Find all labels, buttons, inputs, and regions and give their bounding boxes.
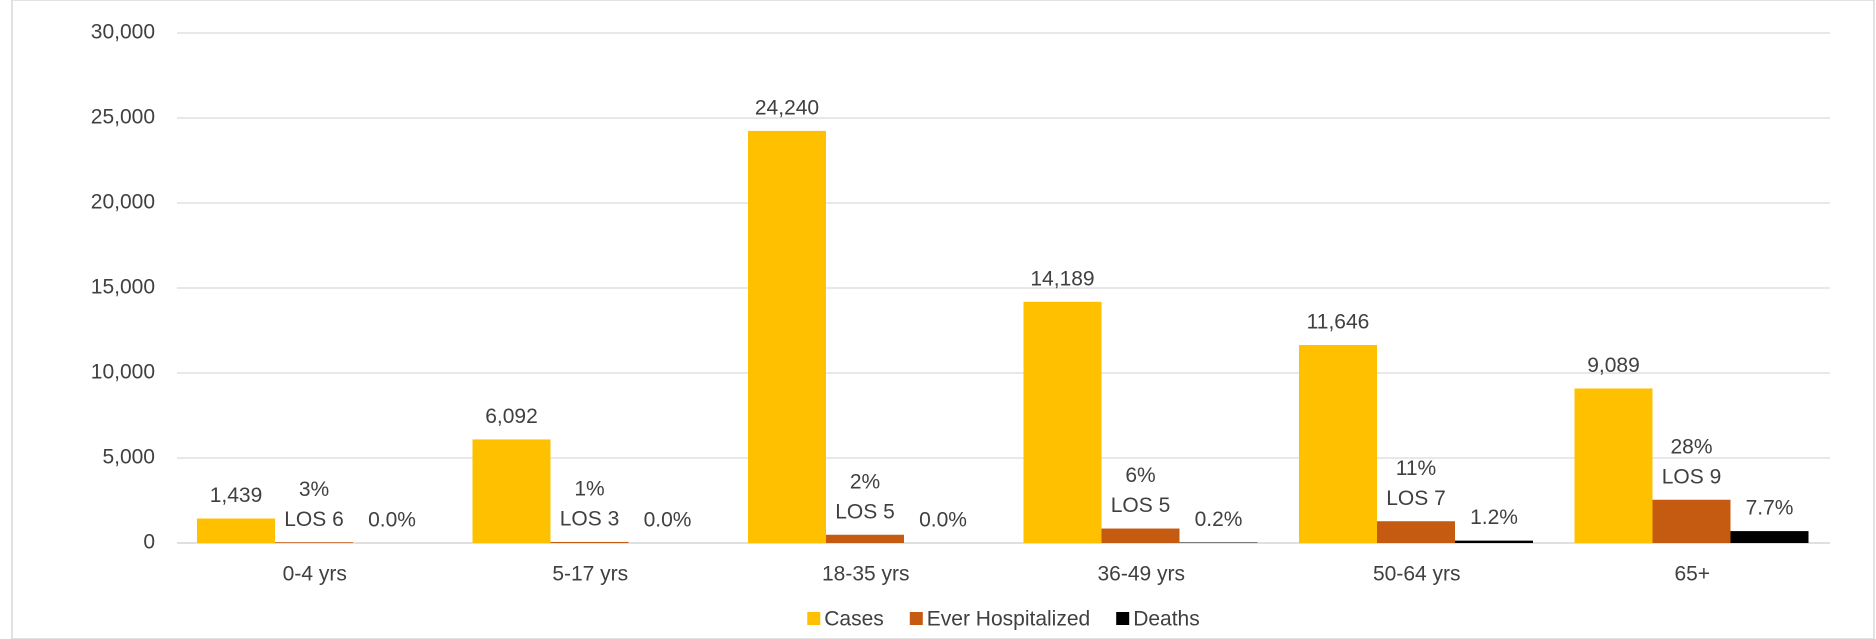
data-label: 6% xyxy=(1125,464,1155,487)
data-label: LOS 3 xyxy=(560,508,620,531)
y-tick-label: 20,000 xyxy=(91,191,155,214)
data-label: 11,646 xyxy=(1307,311,1370,334)
x-tick-label: 65+ xyxy=(1674,563,1710,586)
legend-swatch xyxy=(909,612,923,625)
x-tick-label: 50-64 yrs xyxy=(1373,563,1461,586)
y-tick-label: 15,000 xyxy=(91,276,155,299)
data-label: 24,240 xyxy=(755,96,819,119)
data-label: 28% xyxy=(1670,435,1712,458)
data-label: 0.0% xyxy=(644,509,692,532)
bar xyxy=(1101,528,1180,543)
data-label: LOS 6 xyxy=(284,508,344,531)
data-label: 1.2% xyxy=(1470,506,1518,529)
legend-label: Ever Hospitalized xyxy=(927,608,1090,631)
y-tick-label: 10,000 xyxy=(91,361,155,384)
y-tick-label: 30,000 xyxy=(91,21,155,44)
x-tick-label: 18-35 yrs xyxy=(822,563,910,586)
data-label: LOS 7 xyxy=(1386,487,1446,510)
bar xyxy=(1377,521,1455,543)
data-label: 9,089 xyxy=(1587,354,1640,377)
data-label: LOS 9 xyxy=(1662,465,1722,488)
bar xyxy=(550,541,629,543)
data-label: 0.0% xyxy=(368,509,416,532)
bar xyxy=(1299,345,1377,543)
bar xyxy=(1652,499,1731,543)
bar xyxy=(1455,540,1533,543)
x-tick-label: 0-4 yrs xyxy=(283,563,347,586)
bar xyxy=(472,439,551,543)
x-tick-label: 36-49 yrs xyxy=(1097,563,1185,586)
chart-frame xyxy=(11,0,1875,639)
bar xyxy=(826,534,904,543)
data-label: LOS 5 xyxy=(1111,494,1171,517)
y-tick-label: 5,000 xyxy=(102,446,155,469)
legend-label: Deaths xyxy=(1133,608,1200,631)
bar xyxy=(748,130,826,544)
legend-label: Cases xyxy=(824,608,884,631)
data-label: 6,092 xyxy=(485,405,538,428)
data-label: 0.0% xyxy=(919,509,967,532)
data-label: 3% xyxy=(299,478,329,501)
bar xyxy=(197,518,275,543)
bar xyxy=(1730,531,1809,543)
legend-swatch xyxy=(807,612,821,625)
bar xyxy=(1023,301,1102,543)
data-label: 11% xyxy=(1396,457,1436,480)
data-label: 14,189 xyxy=(1030,267,1094,290)
x-tick-label: 5-17 yrs xyxy=(552,563,628,586)
bar xyxy=(1574,388,1653,543)
data-label: 7.7% xyxy=(1746,497,1794,520)
data-label: 0.2% xyxy=(1195,508,1243,531)
data-label: 1,439 xyxy=(210,484,263,507)
data-label: LOS 5 xyxy=(835,500,895,523)
y-tick-label: 25,000 xyxy=(91,106,155,129)
legend-swatch xyxy=(1116,612,1130,625)
data-label: 1% xyxy=(574,478,604,501)
bar xyxy=(275,542,353,543)
y-tick-label: 0 xyxy=(143,531,155,554)
data-label: 2% xyxy=(850,470,880,493)
